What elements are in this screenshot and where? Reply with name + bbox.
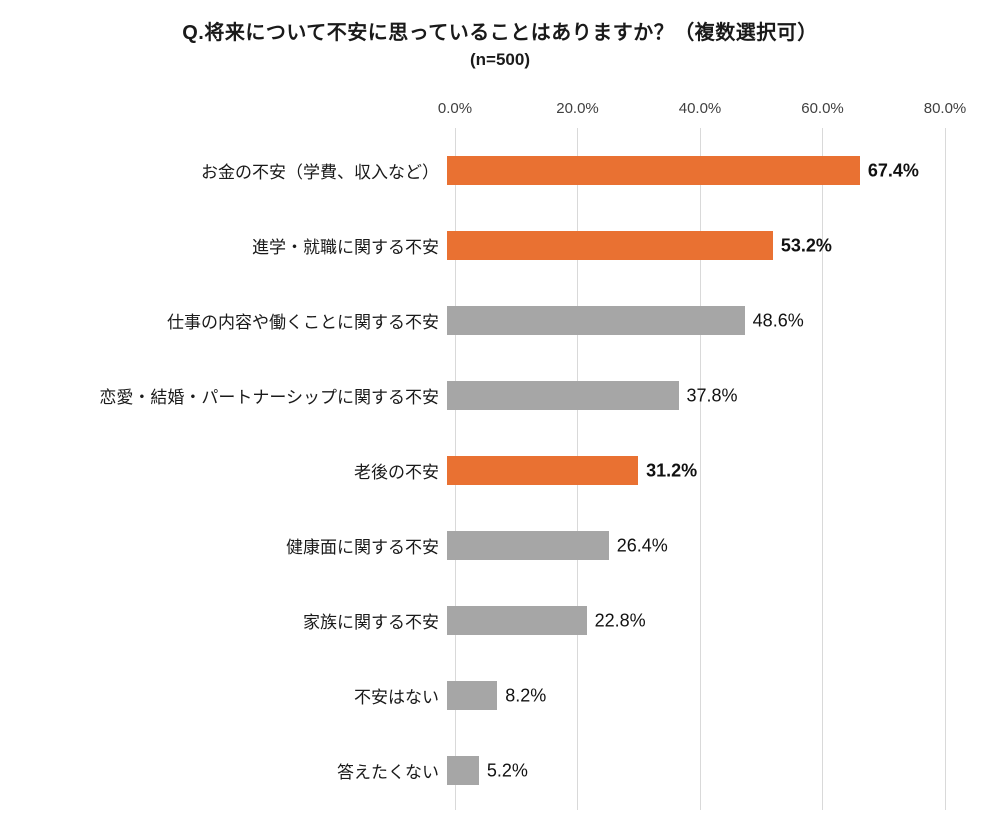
bar-plot-area: 31.2% <box>447 433 937 508</box>
axis-tick-label: 0.0% <box>437 100 473 117</box>
chart-row: 進学・就職に関する不安 53.2% <box>0 208 1000 283</box>
bar-plot-area: 8.2% <box>447 658 937 733</box>
bar <box>447 381 679 410</box>
chart-row: 健康面に関する不安 26.4% <box>0 508 1000 583</box>
bar <box>447 606 587 635</box>
chart-row: 家族に関する不安 22.8% <box>0 583 1000 658</box>
bar <box>447 756 479 785</box>
category-label: 仕事の内容や働くことに関する不安 <box>167 313 439 332</box>
chart-rows: お金の不安（学費、収入など） 67.4% 進学・就職に関する不安 53.2% 仕事の内容… <box>0 133 1000 808</box>
axis-tick-label: 40.0% <box>678 100 722 117</box>
value-label: 67.4% <box>867 160 919 180</box>
chart-title: Q.将来について不安に思っていることはありますか？（複数選択可） <box>182 22 818 44</box>
value-label: 8.2% <box>505 685 547 705</box>
gridline <box>944 128 946 810</box>
value-label: 5.2% <box>486 760 528 780</box>
chart-row: 恋愛・結婚・パートナーシップに関する不安 37.8% <box>0 358 1000 433</box>
bar <box>447 681 498 710</box>
chart-row: 不安はない 8.2% <box>0 658 1000 733</box>
value-label: 53.2% <box>780 235 832 255</box>
value-label: 26.4% <box>616 535 668 555</box>
bar-plot-area: 67.4% <box>447 133 937 208</box>
value-label: 37.8% <box>686 385 738 405</box>
bar <box>447 306 745 335</box>
bar <box>447 456 639 485</box>
chart-row: 答えたくない 5.2% <box>0 733 1000 808</box>
bar-plot-area: 5.2% <box>447 733 937 808</box>
bar <box>447 531 609 560</box>
category-label: 答えたくない <box>337 763 439 782</box>
category-label: 恋愛・結婚・パートナーシップに関する不安 <box>99 388 439 407</box>
axis-tick-label: 60.0% <box>801 100 844 117</box>
gridline <box>699 128 701 810</box>
category-label: 家族に関する不安 <box>303 613 439 632</box>
value-label: 48.6% <box>752 310 804 330</box>
value-label: 22.8% <box>594 610 646 630</box>
bar-plot-area: 48.6% <box>447 283 937 358</box>
chart-row: 老後の不安 31.2% <box>0 433 1000 508</box>
category-label: 老後の不安 <box>354 463 439 482</box>
gridline <box>822 128 823 810</box>
bar <box>447 156 860 185</box>
chart-row: 仕事の内容や働くことに関する不安 48.6% <box>0 283 1000 358</box>
x-axis: 0.0% 20.0% 40.0% 60.0% 80.0% <box>438 100 966 122</box>
axis-tick-label: 80.0% <box>923 100 967 117</box>
category-label: 不安はない <box>354 688 439 707</box>
bar-plot-area: 37.8% <box>447 358 937 433</box>
bar <box>447 231 773 260</box>
category-label: 健康面に関する不安 <box>286 538 439 557</box>
chart-subtitle: (n=500) <box>470 50 530 69</box>
bar-plot-area: 53.2% <box>447 208 937 283</box>
bar-plot-area: 22.8% <box>447 583 937 658</box>
value-label: 31.2% <box>646 460 698 480</box>
axis-tick-label: 20.0% <box>556 100 599 117</box>
bar-plot-area: 26.4% <box>447 508 937 583</box>
chart-row: お金の不安（学費、収入など） 67.4% <box>0 133 1000 208</box>
category-label: 進学・就職に関する不安 <box>252 238 439 257</box>
category-label: お金の不安（学費、収入など） <box>201 163 439 182</box>
